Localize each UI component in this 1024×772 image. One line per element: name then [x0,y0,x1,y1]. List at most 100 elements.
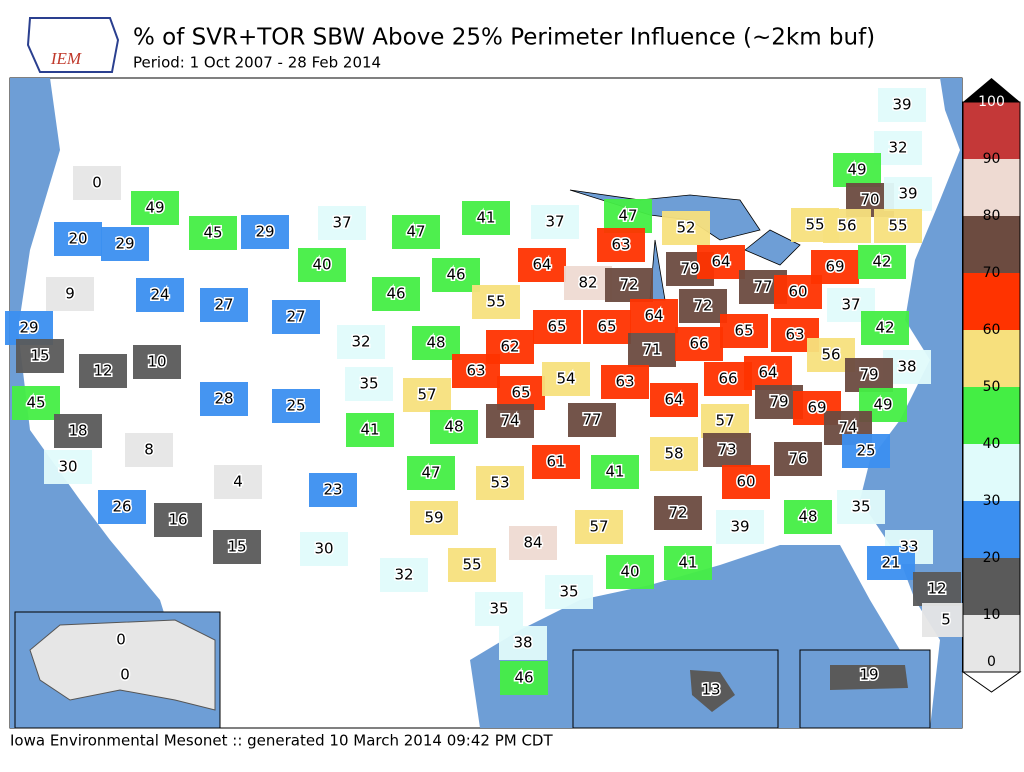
region [54,414,102,448]
region-value: 39 [730,518,749,536]
region-value: 65 [547,318,566,336]
region [650,437,698,471]
region-value: 0 [120,666,130,684]
region-value: 72 [668,504,687,522]
region-value: 32 [394,566,413,584]
region-value: 49 [847,161,866,179]
region-value: 60 [788,283,807,301]
region [913,572,961,606]
region-value: 37 [332,214,351,232]
region [392,215,440,249]
region [845,358,893,392]
region-value: 77 [582,411,601,429]
region [272,300,320,334]
region-value: 76 [788,450,807,468]
region [500,661,548,695]
region-value: 47 [618,207,637,225]
region-value: 35 [851,498,870,516]
region [716,510,764,544]
region-value: 70 [860,191,879,209]
subtitle: Period: 1 Oct 2007 - 28 Feb 2014 [133,54,381,72]
region [564,266,612,300]
region [874,209,922,243]
region [774,442,822,476]
insets [14,611,931,729]
legend-over [963,78,1020,102]
region-value: 15 [30,347,49,365]
region [136,278,184,312]
region [300,532,348,566]
region-value: 39 [898,185,917,203]
region [518,248,566,282]
logo-shape [26,17,120,73]
region-value: 55 [462,556,481,574]
region-value: 62 [500,338,519,356]
region-value: 79 [859,366,878,384]
region-value: 38 [513,634,532,652]
region [628,333,676,367]
region [583,310,631,344]
region-value: 38 [897,358,916,376]
region-value: 35 [489,600,508,618]
region-value: 59 [424,509,443,527]
region [774,275,822,309]
region [403,378,451,412]
region [430,410,478,444]
region-value: 65 [511,384,530,402]
region-value: 21 [881,554,900,572]
region [867,546,915,580]
region-value: 45 [203,224,222,242]
region [591,455,639,489]
region-value: 74 [500,412,519,430]
region [744,356,792,390]
region [662,211,710,245]
region-value: 18 [68,422,87,440]
region [486,404,534,438]
footer: Iowa Environmental Mesonet :: generated … [10,732,553,750]
region [309,473,357,507]
region [722,465,770,499]
region-value: 40 [312,256,331,274]
region-value: 30 [58,458,77,476]
legend-tick-label: 30 [983,493,1001,509]
region [318,206,366,240]
region-value: 60 [736,473,755,491]
region [784,500,832,534]
region-value: 37 [841,296,860,314]
region-value: 28 [214,390,233,408]
region [214,465,262,499]
region-value: 64 [532,256,551,274]
legend-tick-label: 20 [983,550,1001,566]
region-value: 72 [693,297,712,315]
region-value: 27 [214,296,233,314]
region-value: 4 [233,473,243,491]
inset-hawaii [572,649,779,729]
legend-tick-label: 60 [983,322,1001,338]
title: % of SVR+TOR SBW Above 25% Perimeter Inf… [133,25,875,51]
region [654,496,702,530]
region [837,490,885,524]
legend-swatch [963,444,1020,501]
legend-swatch [963,501,1020,558]
region [46,277,94,311]
region-value: 35 [359,375,378,393]
region [133,345,181,379]
region [597,228,645,262]
ocean [10,78,200,728]
region-value: 63 [611,236,630,254]
region-value: 73 [717,441,736,459]
puerto-rico [830,665,908,690]
region-value: 8 [144,441,154,459]
logo: IEM [26,17,120,73]
region [189,216,237,250]
region [73,166,121,200]
region-value: 24 [150,286,169,304]
region-value: 15 [227,538,246,556]
region-value: 5 [941,611,951,629]
region-value: 55 [888,217,907,235]
region-value: 0 [92,174,102,192]
region [884,177,932,211]
region [606,555,654,589]
region-value: 42 [872,253,891,271]
region [568,403,616,437]
